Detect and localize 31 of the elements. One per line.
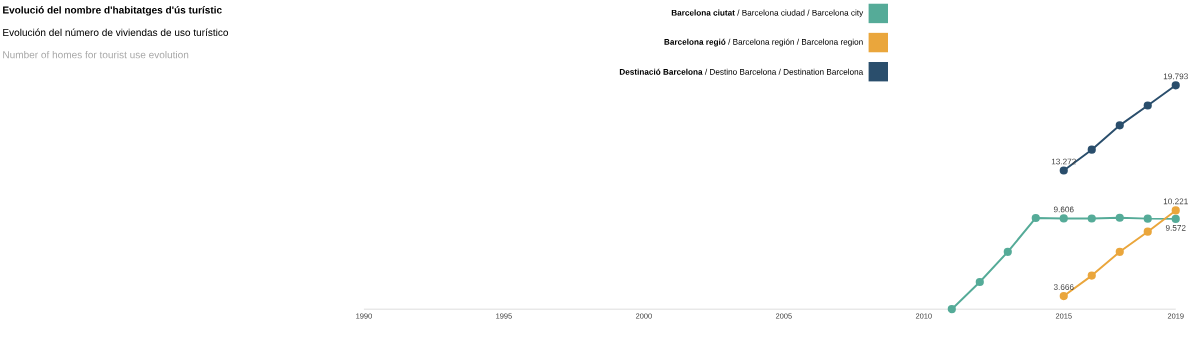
- data-label: 13.272: [1051, 158, 1076, 165]
- text: Evolución del número de viviendas de uso turístico: [3, 28, 229, 37]
- point: [975, 277, 984, 287]
- data-label: 19.793: [1163, 73, 1188, 80]
- data-label: 10.221: [1163, 198, 1188, 205]
- text: Number of homes for tourist use evolution: [3, 50, 189, 59]
- data-label: 9.572: [1165, 224, 1186, 231]
- point: [1143, 214, 1152, 223]
- point: [1059, 214, 1068, 223]
- legend-label: Destinació Barcelona / Destino Barcelona / Destination Barcelona: [619, 68, 864, 75]
- point: [947, 305, 956, 314]
- point: [1087, 214, 1096, 223]
- point: [1087, 145, 1096, 154]
- point: [1059, 291, 1068, 301]
- legend-label: Barcelona ciutat / Barcelona ciudad / Barcelona city: [671, 9, 864, 18]
- point: [1115, 121, 1124, 130]
- data-label: 3.666: [1053, 284, 1074, 290]
- point: [1059, 166, 1068, 175]
- point: [1171, 206, 1180, 215]
- text: Evolució del nombre d'habitatges d'ús turístic: [3, 6, 222, 16]
- point: [1115, 213, 1124, 222]
- point: [1143, 101, 1152, 110]
- legend-label: Barcelona regió / Barcelona región / Barcelona region: [664, 38, 863, 47]
- point: [1003, 247, 1012, 256]
- point: [1143, 227, 1152, 236]
- point: [1031, 213, 1040, 223]
- point: [1171, 81, 1180, 90]
- data-label: 9.606: [1053, 206, 1074, 213]
- point: [1171, 214, 1180, 223]
- point: [1087, 271, 1096, 280]
- point: [1115, 247, 1124, 256]
